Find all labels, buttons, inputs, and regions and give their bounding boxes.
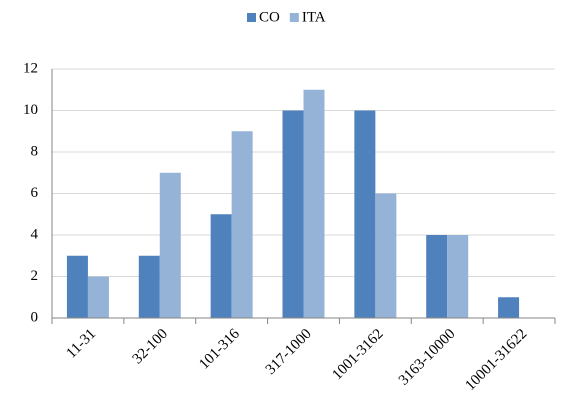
y-tick-label: 6 — [31, 185, 39, 201]
legend-swatch — [247, 13, 256, 22]
bar — [498, 297, 520, 318]
bar — [231, 131, 253, 318]
x-tick-label: 1001-3162 — [329, 326, 386, 383]
y-tick-label: 12 — [23, 60, 38, 76]
bar — [87, 276, 109, 318]
y-tick-label: 4 — [31, 226, 39, 242]
y-tick-label: 2 — [31, 268, 39, 284]
legend-label: ITA — [302, 9, 326, 25]
bar — [303, 89, 325, 318]
x-tick-label: 101-316 — [196, 326, 243, 373]
bar — [375, 193, 397, 318]
x-tick-label: 11-31 — [64, 326, 100, 362]
bar — [282, 110, 304, 318]
bar — [354, 110, 376, 318]
x-tick-label: 317-1000 — [263, 326, 315, 378]
bar — [447, 235, 469, 318]
y-tick-label: 8 — [31, 143, 39, 159]
bar — [210, 214, 232, 318]
legend-swatch — [289, 13, 299, 22]
bar — [138, 255, 160, 318]
y-tick-label: 0 — [31, 309, 39, 325]
x-tick-label: 3163-10000 — [396, 326, 459, 389]
x-tick-label: 10001-31622 — [462, 326, 530, 394]
bar — [66, 255, 88, 318]
bar — [159, 172, 181, 318]
y-tick-label: 10 — [23, 102, 38, 118]
legend-label: CO — [259, 9, 280, 25]
bar — [426, 235, 448, 318]
x-tick-label: 32-100 — [130, 326, 171, 367]
